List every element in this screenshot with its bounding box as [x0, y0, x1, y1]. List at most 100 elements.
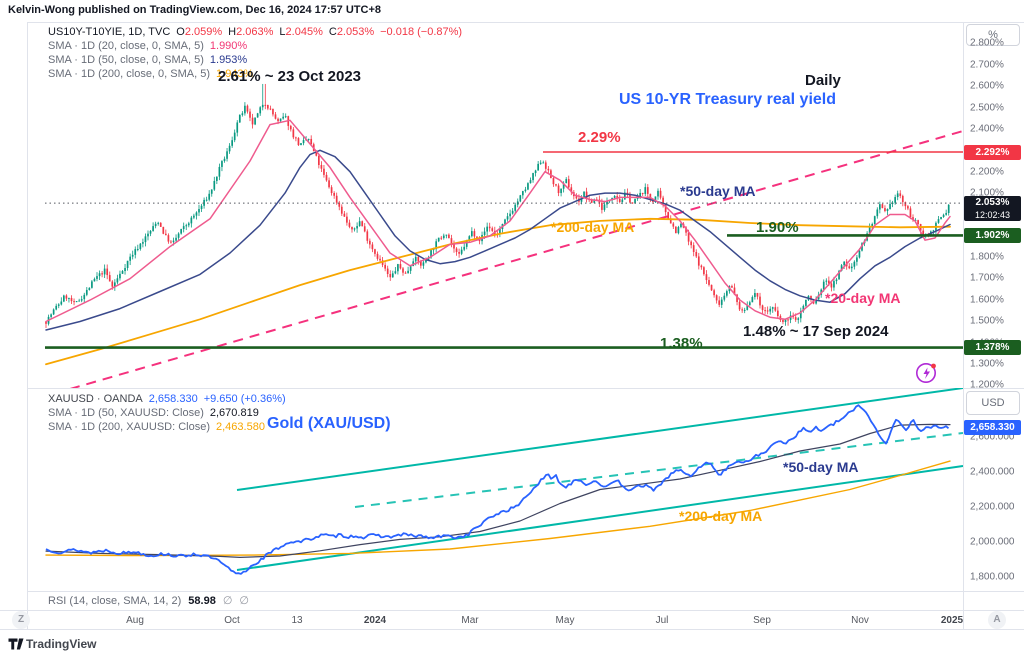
published-attribution: Kelvin-Wong published on TradingView.com…: [8, 4, 381, 16]
axis-tick: 2.500%: [970, 102, 1004, 114]
time-axis-label: Aug: [126, 615, 144, 626]
treasury-legend-main-part-2: 2.059%: [184, 26, 223, 38]
annotation-20day-ma[interactable]: *20-day MA: [825, 290, 901, 306]
annotation-gold-title[interactable]: Gold (XAU/USD): [267, 415, 391, 432]
price-badge: 2.292%: [964, 145, 1021, 160]
annotation-peak-2023[interactable]: 2.61% ~ 23 Oct 2023: [218, 68, 362, 85]
rsi-row-part-3: ∅: [239, 595, 249, 607]
annotation-50day-ma-treasury[interactable]: *50-day MA: [680, 183, 756, 199]
treasury-legend-main-part-0: US10Y-T10YIE, 1D, TVC: [48, 26, 171, 38]
rsi-row-part-1: 58.98: [188, 595, 216, 607]
time-axis-label: Oct: [224, 615, 240, 626]
gold-chart-pane[interactable]: [27, 388, 963, 591]
treasury-legend-sma50-part-0: SMA · 1D (50, close, 0, SMA, 5): [48, 54, 204, 66]
treasury-legend-main-part-5: L: [279, 26, 286, 38]
tradingview-brand-text[interactable]: TradingView: [26, 637, 97, 651]
currency-scale-button[interactable]: USD: [966, 391, 1020, 415]
axis-tick: 1.600%: [970, 294, 1004, 306]
time-axis-label: May: [555, 615, 575, 626]
annotation-support-138[interactable]: 1.38%: [660, 335, 703, 352]
time-axis-label: Mar: [461, 615, 479, 626]
tradingview-logo-icon[interactable]: [8, 638, 24, 650]
treasury-legend-main-part-3: H: [228, 26, 237, 38]
axis-tick: 1.200%: [970, 379, 1004, 391]
gold-legend-sma200-part-0: SMA · 1D (200, XAUUSD: Close): [48, 421, 210, 433]
treasury-legend-main-part-8: 2.053%: [336, 26, 375, 38]
axis-tick: 1.700%: [970, 272, 1004, 284]
time-axis-label: 2025: [940, 615, 964, 626]
gold-legend-sma50[interactable]: SMA · 1D (50, XAUUSD: Close) 2,670.819: [48, 406, 265, 420]
annotation-treasury-title[interactable]: US 10-YR Treasury real yield: [619, 91, 836, 108]
axis-tick: 2,000.000: [970, 536, 1015, 548]
time-axis-label: Jul: [655, 615, 669, 626]
axis-tick: 2.200%: [970, 166, 1004, 178]
timezone-button[interactable]: Z: [12, 611, 30, 629]
axis-tick: 1.500%: [970, 315, 1004, 327]
annotation-200day-ma-treasury[interactable]: *200-day MA: [551, 219, 635, 235]
time-axis-label: 2024: [363, 615, 387, 626]
gold-legend-main-part-0: XAUUSD · OANDA: [48, 393, 143, 405]
treasury-legend-sma50-part-1: 1.953%: [209, 54, 248, 66]
treasury-legend-sma200-part-1: 1.943%: [216, 68, 254, 80]
treasury-legend-main-part-1: O: [176, 26, 185, 38]
axis-tick: 2,200.000: [970, 501, 1015, 513]
treasury-legend-sma20-part-1: 1.990%: [209, 40, 248, 52]
left-margin-border: [27, 22, 28, 629]
chart-top-border: [27, 22, 1024, 23]
treasury-legend-sma200[interactable]: SMA · 1D (200, close, 0, SMA, 5) 1.943%: [48, 67, 259, 81]
countdown-timer: 12:02:43: [974, 210, 1011, 220]
axis-tick: 2.400%: [970, 123, 1004, 135]
treasury-legend-main-part-9: −0.018 (−0.87%): [380, 26, 463, 38]
treasury-legend-main-part-7: C: [328, 26, 337, 38]
axis-tick: 2.600%: [970, 80, 1004, 92]
treasury-legend-sma20[interactable]: SMA · 1D (20, close, 0, SMA, 5) 1.990%: [48, 39, 253, 53]
gold-legend-sma50-part-0: SMA · 1D (50, XAUUSD: Close): [48, 407, 204, 419]
annotation-low-2024[interactable]: 1.48% ~ 17 Sep 2024: [743, 323, 889, 340]
auto-scale-button[interactable]: A: [988, 611, 1006, 629]
time-axis-label: Sep: [753, 615, 771, 626]
treasury-legend-main[interactable]: US10Y-T10YIE, 1D, TVC O2.059% H2.063% L2.04…: [48, 25, 468, 39]
rsi-row-part-2: ∅: [222, 595, 233, 607]
rsi-indicator-row[interactable]: RSI (14, close, SMA, 14, 2) 58.98 ∅ ∅: [48, 594, 256, 607]
spark-highlight-icon[interactable]: [914, 361, 940, 385]
treasury-chart-pane[interactable]: [27, 22, 963, 388]
rsi-row-part-0: RSI (14, close, SMA, 14, 2): [48, 595, 182, 607]
price-badge: 1.902%: [964, 228, 1021, 243]
axis-tick: 2,400.000: [970, 466, 1015, 478]
price-axis-border[interactable]: [963, 22, 964, 629]
axis-bottom-border: [0, 629, 1024, 630]
annotation-resistance-229[interactable]: 2.29%: [578, 129, 621, 146]
panel-divider[interactable]: [27, 388, 1024, 389]
treasury-legend-sma200-part-0: SMA · 1D (200, close, 0, SMA, 5): [48, 68, 211, 80]
gold-legend-sma200[interactable]: SMA · 1D (200, XAUUSD: Close) 2,463.580: [48, 420, 271, 434]
annotation-50day-ma-gold[interactable]: *50-day MA: [783, 459, 859, 475]
price-badge: 2.053% 12:02:43: [964, 196, 1021, 221]
axis-tick: 2.700%: [970, 59, 1004, 71]
treasury-legend-main-part-4: 2.063%: [236, 26, 274, 38]
axis-tick: 2.100%: [970, 187, 1004, 199]
gold-legend-main-part-1: 2,658.330: [148, 393, 198, 405]
rsi-axis-divider: [0, 610, 1024, 611]
axis-tick: 1,800.000: [970, 571, 1015, 583]
annotation-timeframe[interactable]: Daily: [805, 72, 841, 89]
axis-tick: 2.800%: [970, 37, 1004, 49]
annotation-200day-ma-gold[interactable]: *200-day MA: [679, 508, 763, 524]
gold-rsi-divider[interactable]: [27, 591, 1024, 592]
axis-tick: 1.300%: [970, 358, 1004, 370]
percent-scale-button[interactable]: %: [966, 24, 1020, 46]
annotation-support-190[interactable]: 1.90%: [756, 219, 799, 236]
gold-legend-main-part-2: +9.650 (+0.36%): [203, 393, 286, 405]
gold-legend-sma50-part-1: 2,670.819: [209, 407, 259, 419]
gold-legend-sma200-part-1: 2,463.580: [216, 421, 265, 433]
gold-legend-main[interactable]: XAUUSD · OANDA 2,658.330 +9.650 (+0.36%): [48, 392, 292, 406]
axis-tick: 2,600.000: [970, 431, 1015, 443]
treasury-legend-main-part-6: 2.045%: [285, 26, 323, 38]
axis-tick: 1.800%: [970, 251, 1004, 263]
treasury-legend-sma50[interactable]: SMA · 1D (50, close, 0, SMA, 5) 1.953%: [48, 53, 253, 67]
time-axis-label: Nov: [851, 615, 869, 626]
treasury-legend-sma20-part-0: SMA · 1D (20, close, 0, SMA, 5): [48, 40, 204, 52]
time-axis-label: 13: [291, 615, 303, 626]
price-badge: 1.378%: [964, 340, 1021, 355]
price-badge: 2,658.330: [964, 420, 1021, 435]
